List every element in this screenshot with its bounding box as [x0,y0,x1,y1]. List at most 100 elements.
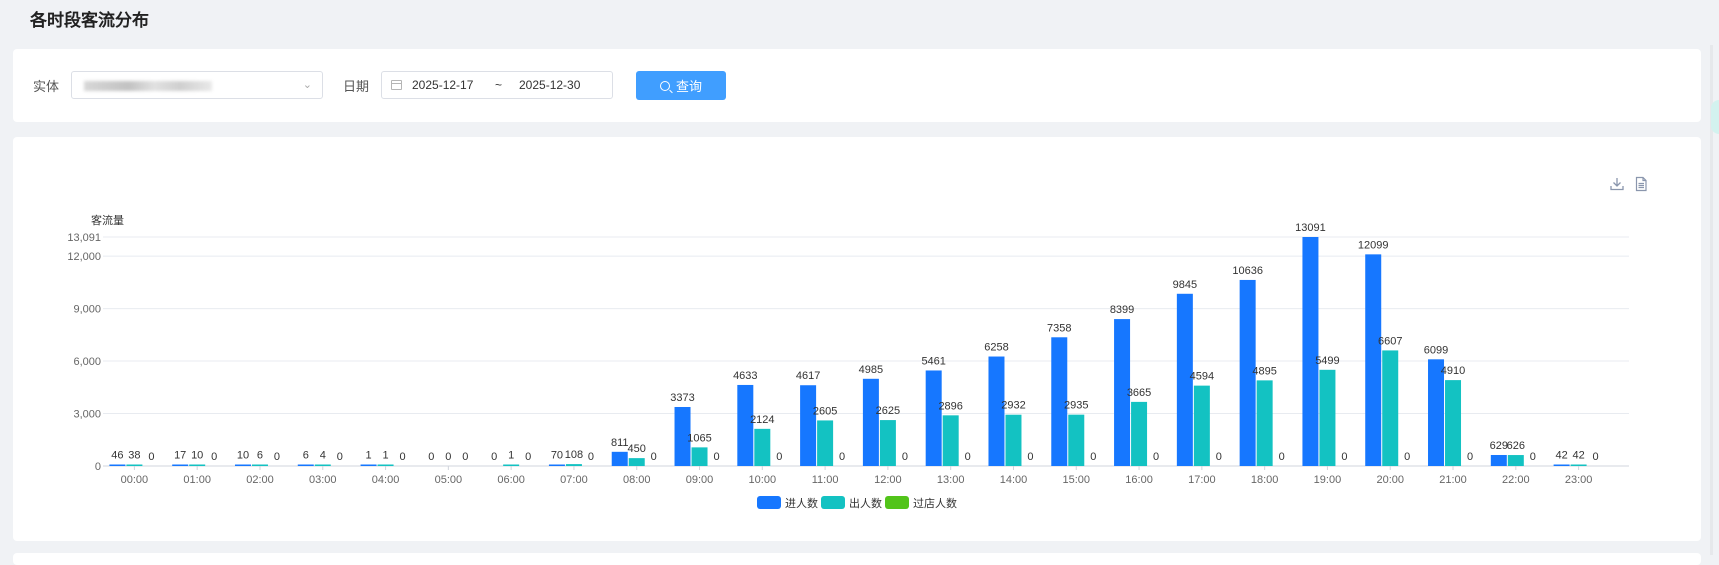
data-label: 2605 [813,405,837,417]
x-tick-label: 00:00 [121,474,149,486]
bar-in [109,464,126,466]
document-icon[interactable] [1633,176,1649,192]
bar-out [126,464,143,466]
x-tick-label: 22:00 [1502,474,1530,486]
data-label: 2625 [876,405,900,417]
x-tick-label: 02:00 [246,474,274,486]
x-tick-label: 20:00 [1376,474,1404,486]
data-label: 4 [320,450,326,462]
data-label: 3665 [1127,387,1151,399]
data-label: 0 [274,451,280,463]
data-label: 4617 [796,370,820,382]
data-label: 0 [1153,451,1159,463]
bar-in [1428,359,1445,466]
x-tick-label: 05:00 [435,474,463,486]
x-tick-label: 07:00 [560,474,588,486]
data-label: 0 [148,451,154,463]
bar-out [1445,380,1462,466]
y-tick-label: 12,000 [67,251,101,263]
data-label: 10636 [1232,265,1263,277]
bar-in [1490,454,1507,466]
data-label: 0 [491,451,497,463]
data-label: 6607 [1378,335,1402,347]
bar-out [942,415,959,466]
download-icon[interactable] [1609,176,1625,192]
data-label: 0 [776,451,782,463]
data-label: 7358 [1047,322,1071,334]
date-range-picker[interactable]: 2025-12-17 ~ 2025-12-30 [381,71,613,99]
data-label: 42 [1555,450,1567,462]
x-tick-label: 13:00 [937,474,965,486]
x-tick-label: 11:00 [812,474,839,486]
bar-out [1005,414,1022,466]
data-label: 1 [383,450,389,462]
data-label: 0 [1467,451,1473,463]
query-button[interactable]: 查询 [636,71,726,100]
bar-in [988,356,1005,466]
data-label: 5461 [921,355,945,367]
bar-in [925,370,942,466]
legend-label: 过店人数 [913,496,957,510]
bar-out [879,420,896,466]
bar-out [1319,369,1336,466]
x-tick-label: 23:00 [1565,474,1593,486]
legend-swatch [885,496,909,509]
date-end[interactable]: 2025-12-30 [519,78,581,92]
y-tick-label: 6,000 [73,356,101,368]
data-label: 0 [445,451,451,463]
data-label: 0 [1090,451,1096,463]
x-tick-label: 06:00 [497,474,525,486]
entity-select[interactable]: ⌄ [71,71,323,99]
data-label: 3373 [670,392,694,404]
bar-out [1256,380,1273,466]
bar-in [674,406,691,466]
data-label: 10 [237,450,249,462]
bar-in [360,464,377,466]
x-tick-label: 18:00 [1251,474,1279,486]
data-label: 0 [1216,451,1222,463]
data-label: 0 [588,451,594,463]
data-label: 6 [303,450,309,462]
data-label: 0 [1279,451,1285,463]
data-label: 4985 [859,364,883,376]
x-tick-label: 08:00 [623,474,651,486]
date-label: 日期 [343,80,370,95]
data-label: 1 [366,450,372,462]
entity-select-value [84,81,212,91]
data-label: 2896 [938,400,962,412]
data-label: 9845 [1173,279,1197,291]
bar-in [234,464,251,466]
data-label: 13091 [1295,222,1326,234]
legend-label: 出人数 [849,496,882,510]
bar-in [548,464,565,466]
entity-label: 实体 [33,80,60,95]
bar-in [1051,337,1068,466]
bar-out [189,464,206,466]
bar-out [1068,414,1085,466]
data-label: 6 [257,450,263,462]
y-tick-label: 3,000 [73,409,101,421]
data-label: 0 [965,451,971,463]
x-tick-label: 17:00 [1188,474,1216,486]
date-start[interactable]: 2025-12-17 [412,78,474,92]
data-label: 2935 [1064,400,1088,412]
x-tick-label: 03:00 [309,474,337,486]
data-label: 0 [462,451,468,463]
data-label: 108 [565,449,583,461]
x-tick-label: 21:00 [1439,474,1467,486]
x-tick-label: 12:00 [874,474,902,486]
scrollbar-track[interactable] [1710,45,1713,555]
side-tab[interactable] [1711,100,1719,134]
bar-out [754,428,771,466]
data-label: 70 [551,450,563,462]
data-label: 2932 [1001,400,1025,412]
bar-in [1365,254,1382,466]
data-label: 10 [191,450,203,462]
date-separator: ~ [495,78,503,92]
x-tick-label: 14:00 [1000,474,1028,486]
data-label: 4633 [733,370,757,382]
y-tick-label: 9,000 [73,304,101,316]
data-label: 5499 [1315,355,1339,367]
data-label: 0 [1404,451,1410,463]
